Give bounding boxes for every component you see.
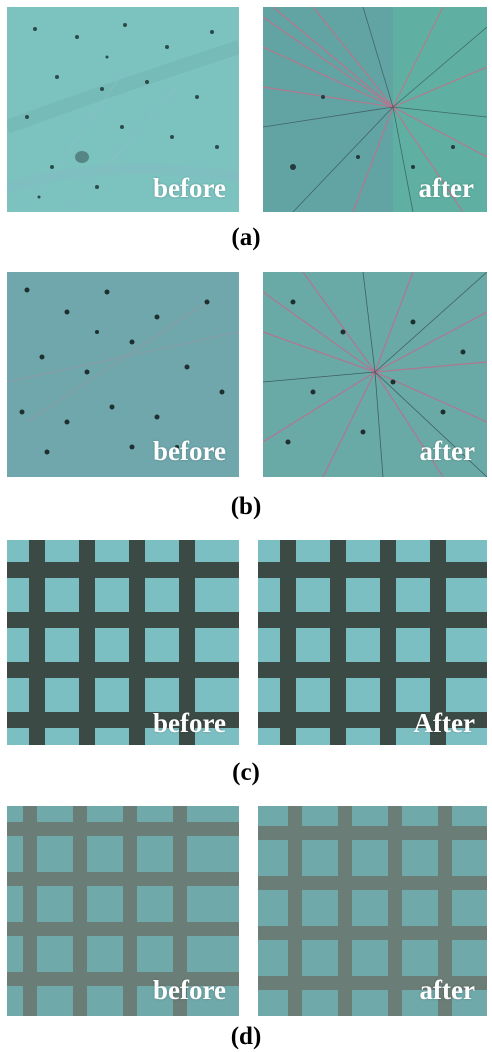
label-before: before — [153, 173, 226, 203]
micrograph-b-before-image — [7, 272, 239, 477]
micrograph-d-before: before — [7, 806, 239, 1016]
micrograph-c-before: before — [7, 540, 239, 745]
label-after: After — [413, 708, 475, 738]
caption-a: (a) — [231, 224, 261, 251]
micrograph-b-after: after — [263, 272, 487, 477]
micrograph-a-after-image — [263, 7, 487, 212]
caption-b: (b) — [230, 493, 262, 520]
label-before: before — [153, 708, 226, 738]
micrograph-b-before: before — [7, 272, 239, 477]
label-before: before — [153, 436, 226, 466]
micrograph-c-before-image — [7, 540, 239, 745]
label-before: before — [153, 975, 226, 1005]
micrograph-d-before-image — [7, 806, 239, 1016]
caption-d: (d) — [230, 1023, 262, 1050]
micrograph-c-after: After — [258, 540, 487, 745]
label-after: after — [418, 173, 474, 203]
caption-c: (c) — [232, 759, 260, 786]
micrograph-a-before: before — [7, 7, 239, 212]
label-after: after — [419, 436, 475, 466]
label-after: after — [419, 975, 475, 1005]
micrograph-d-after-image — [258, 806, 487, 1016]
micrograph-d-after: after — [258, 806, 487, 1016]
micrograph-a-before-image — [7, 7, 239, 212]
micrograph-b-after-image — [263, 272, 487, 477]
micrograph-a-after: after — [263, 7, 487, 212]
micrograph-c-after-image — [258, 540, 487, 745]
